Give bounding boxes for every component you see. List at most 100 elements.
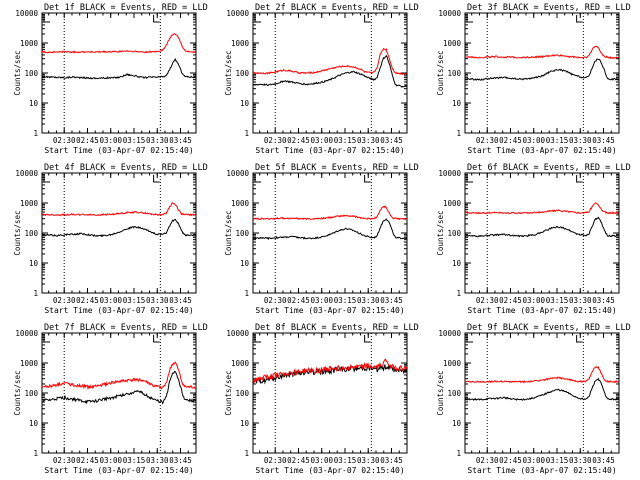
corner-mark xyxy=(153,175,160,183)
y-tick-label: 1 xyxy=(244,129,249,138)
x-tick-label: 03:45 xyxy=(380,136,403,145)
x-tick-label: 03:30 xyxy=(146,456,169,465)
y-tick-label: 10 xyxy=(29,99,39,108)
x-axis-label: Start Time (03-Apr-07 02:15:40) xyxy=(255,466,404,475)
series-line-events xyxy=(464,377,619,401)
x-tick-label: 03:30 xyxy=(146,136,169,145)
y-axis-label: Counts/sec xyxy=(436,210,445,255)
series-line-lld xyxy=(465,202,619,215)
series-line-lld xyxy=(41,33,196,54)
y-tick-label: 10000 xyxy=(226,329,249,338)
x-tick-label: 03:00 xyxy=(522,136,545,145)
panel-title: Det 8f BLACK = Events, RED = LLD xyxy=(255,323,419,333)
corner-mark xyxy=(576,335,583,343)
x-tick-label: 03:00 xyxy=(310,136,333,145)
corner-mark xyxy=(364,15,371,23)
y-tick-label: 100 xyxy=(447,229,461,238)
x-tick-label: 02:45 xyxy=(499,296,522,305)
x-tick-label: 03:45 xyxy=(169,136,192,145)
panel-title: Det 5f BLACK = Events, RED = LLD xyxy=(255,163,419,173)
panel-6: Det 6f BLACK = Events, RED = LLD 1 10 100 10… xyxy=(436,163,631,315)
x-tick-label: 02:30 xyxy=(53,296,76,305)
x-tick-label: 03:45 xyxy=(380,456,403,465)
series-line-events xyxy=(41,58,196,80)
panel-4: Det 4f BLACK = Events, RED = LLD 1 10 100 10… xyxy=(13,163,208,315)
y-tick-label: 1 xyxy=(244,449,249,458)
x-tick-label: 03:00 xyxy=(310,296,333,305)
x-axis-label: Start Time (03-Apr-07 02:15:40) xyxy=(44,306,193,315)
y-axis-label: Counts/sec xyxy=(13,210,22,255)
corner-mark xyxy=(153,335,160,343)
y-tick-label: 10 xyxy=(452,99,462,108)
x-tick-label: 02:45 xyxy=(76,456,99,465)
y-tick-label: 10000 xyxy=(438,9,461,18)
series-line-lld xyxy=(252,47,407,76)
y-tick-label: 100 xyxy=(24,389,38,398)
corner-mark xyxy=(364,335,371,343)
y-tick-label: 100 xyxy=(447,69,461,78)
y-axis-label: Counts/sec xyxy=(13,50,22,95)
series-line-events xyxy=(252,218,407,241)
corner-mark xyxy=(254,335,261,343)
panel-3: Det 3f BLACK = Events, RED = LLD 1 10 100 10… xyxy=(436,3,631,155)
series-line-lld xyxy=(464,45,619,60)
x-tick-label: 03:15 xyxy=(334,296,357,305)
y-tick-label: 10 xyxy=(240,259,250,268)
y-tick-label: 10000 xyxy=(226,169,249,178)
x-axis-label: Start Time (03-Apr-07 02:15:40) xyxy=(467,146,616,155)
panel-9: Det 9f BLACK = Events, RED = LLD 1 10 100 10… xyxy=(436,323,631,475)
corner-mark xyxy=(466,15,473,23)
x-tick-label: 03:30 xyxy=(569,136,592,145)
x-tick-label: 02:45 xyxy=(287,296,310,305)
panel-title: Det 6f BLACK = Events, RED = LLD xyxy=(467,163,631,173)
series-line-events xyxy=(252,363,407,385)
x-tick-label: 02:30 xyxy=(264,136,287,145)
x-tick-label: 03:00 xyxy=(99,456,122,465)
series-line-lld xyxy=(464,365,619,384)
x-tick-label: 02:45 xyxy=(287,456,310,465)
y-axis-label: Counts/sec xyxy=(13,370,22,415)
x-tick-label: 03:00 xyxy=(99,296,122,305)
y-tick-label: 100 xyxy=(235,69,249,78)
corner-mark xyxy=(254,15,261,23)
corner-mark xyxy=(466,335,473,343)
x-tick-label: 02:30 xyxy=(476,456,499,465)
y-tick-label: 1 xyxy=(456,449,461,458)
x-tick-label: 02:30 xyxy=(264,296,287,305)
x-tick-label: 03:30 xyxy=(569,296,592,305)
y-tick-label: 1000 xyxy=(20,199,39,208)
y-axis-label: Counts/sec xyxy=(224,50,233,95)
x-tick-label: 03:30 xyxy=(357,456,380,465)
x-axis-label: Start Time (03-Apr-07 02:15:40) xyxy=(44,466,193,475)
y-tick-label: 100 xyxy=(24,229,38,238)
panel-title: Det 2f BLACK = Events, RED = LLD xyxy=(255,3,419,13)
y-tick-label: 10 xyxy=(452,419,462,428)
y-tick-label: 1000 xyxy=(443,359,462,368)
x-tick-label: 03:45 xyxy=(592,456,615,465)
y-tick-label: 1 xyxy=(33,449,38,458)
y-tick-label: 10000 xyxy=(15,9,38,18)
corner-mark xyxy=(576,15,583,23)
x-tick-label: 02:45 xyxy=(287,136,310,145)
y-tick-label: 1 xyxy=(244,289,249,298)
panel-8: Det 8f BLACK = Events, RED = LLD 1 10 100 10… xyxy=(224,323,419,475)
corner-mark xyxy=(43,175,50,183)
x-tick-label: 03:45 xyxy=(169,296,192,305)
y-tick-label: 1 xyxy=(33,129,38,138)
x-tick-label: 03:15 xyxy=(334,136,357,145)
x-tick-label: 03:45 xyxy=(592,296,615,305)
x-tick-label: 02:30 xyxy=(476,136,499,145)
x-tick-label: 03:00 xyxy=(522,456,545,465)
x-tick-label: 02:45 xyxy=(499,136,522,145)
x-tick-label: 03:15 xyxy=(334,456,357,465)
y-tick-label: 1000 xyxy=(231,199,250,208)
x-tick-label: 03:00 xyxy=(522,296,545,305)
y-tick-label: 10 xyxy=(240,419,250,428)
series-line-lld xyxy=(41,202,196,217)
corner-mark xyxy=(43,15,50,23)
x-tick-label: 03:30 xyxy=(357,136,380,145)
corner-mark xyxy=(254,175,261,183)
x-tick-label: 03:15 xyxy=(123,136,146,145)
series-line-events xyxy=(41,218,196,238)
